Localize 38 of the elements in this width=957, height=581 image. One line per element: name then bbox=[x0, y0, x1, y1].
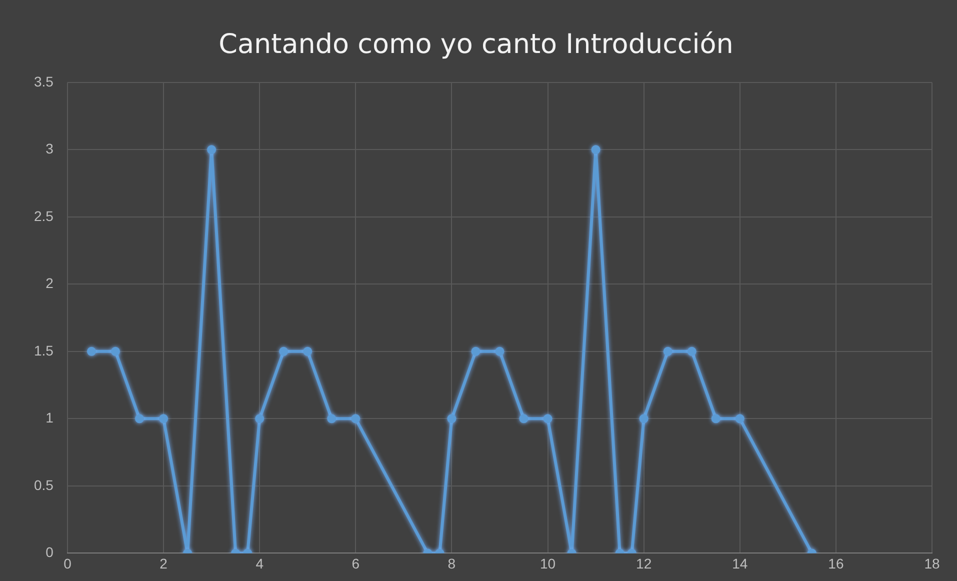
x-tick-label: 12 bbox=[636, 555, 652, 572]
y-tick-label: 1 bbox=[46, 410, 54, 426]
point bbox=[519, 414, 528, 424]
chart-title: Cantando como yo canto Introducción bbox=[218, 29, 734, 60]
point bbox=[711, 414, 720, 424]
point bbox=[86, 346, 96, 356]
point bbox=[303, 346, 312, 356]
x-tick-label: 10 bbox=[540, 555, 556, 572]
point bbox=[159, 414, 168, 424]
y-tick-label: 1.5 bbox=[34, 342, 54, 358]
x-tick-label: 16 bbox=[828, 555, 844, 572]
point bbox=[663, 346, 672, 356]
y-tick-label: 3.5 bbox=[34, 73, 54, 90]
y-tick-label: 0 bbox=[46, 544, 54, 560]
y-tick-label: 2 bbox=[46, 275, 54, 292]
point bbox=[351, 414, 360, 424]
x-tick-label: 8 bbox=[448, 555, 456, 572]
point bbox=[135, 414, 144, 424]
x-tick-label: 6 bbox=[352, 555, 360, 572]
point bbox=[110, 346, 120, 356]
x-tick-label: 0 bbox=[64, 555, 72, 572]
point bbox=[471, 346, 480, 356]
x-tick-label: 18 bbox=[924, 555, 940, 572]
x-tick-label: 14 bbox=[732, 555, 748, 572]
y-tick-label: 2.5 bbox=[34, 208, 54, 224]
y-tick-label: 0.5 bbox=[34, 476, 54, 493]
point bbox=[543, 414, 552, 424]
x-tick-label: 4 bbox=[256, 555, 264, 572]
point bbox=[255, 414, 264, 424]
point bbox=[279, 346, 288, 356]
point bbox=[639, 414, 648, 424]
x-tick-label: 2 bbox=[160, 555, 168, 572]
point bbox=[495, 346, 504, 356]
point bbox=[327, 414, 336, 424]
y-tick-label: 3 bbox=[46, 140, 54, 157]
point bbox=[687, 346, 696, 356]
point bbox=[447, 414, 456, 424]
point bbox=[735, 414, 744, 424]
